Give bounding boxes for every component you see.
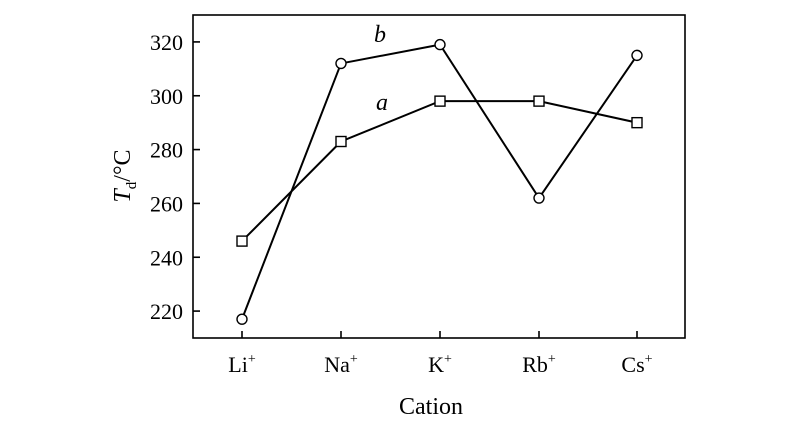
series-line-a (241, 100, 638, 242)
y-tick-label: 240 (150, 245, 183, 270)
circle-marker (631, 49, 643, 62)
series-label-b: b (374, 22, 386, 48)
y-axis-title-main: T (110, 188, 136, 203)
y-axis-title: Td/°C (110, 149, 140, 202)
series-label-a: a (376, 90, 388, 116)
y-axis: 220 240 260 280 300 320 (150, 30, 200, 324)
square-marker (236, 235, 248, 247)
x-axis: Li+ Na+ K+ Rb+ Cs+ (228, 331, 653, 377)
x-tick-label: Na+ (324, 352, 358, 377)
x-tick-label: Li+ (228, 352, 256, 377)
y-tick-label: 280 (150, 138, 183, 163)
plot-frame (192, 14, 686, 339)
series-markers (236, 38, 643, 325)
series-lines (241, 43, 638, 320)
circle-marker (236, 313, 248, 325)
x-tick-label: Cs+ (621, 352, 652, 377)
square-marker (335, 135, 347, 148)
x-tick-label: K+ (428, 352, 452, 377)
y-tick-label: 260 (150, 191, 183, 216)
y-axis-title-unit: /°C (110, 149, 136, 181)
circle-marker (533, 192, 545, 204)
y-tick-label: 300 (150, 84, 183, 109)
x-tick-label: Rb+ (522, 352, 556, 377)
y-tick-label: 220 (150, 299, 183, 324)
y-axis-title-subscript: d (124, 181, 140, 189)
square-marker (533, 95, 545, 107)
x-axis-title: Cation (399, 394, 463, 420)
square-marker (631, 116, 643, 129)
y-tick-label: 320 (150, 30, 183, 55)
circle-marker (335, 57, 347, 70)
square-marker (434, 95, 446, 107)
circle-marker (434, 38, 446, 51)
series-labels: ab (374, 22, 388, 116)
